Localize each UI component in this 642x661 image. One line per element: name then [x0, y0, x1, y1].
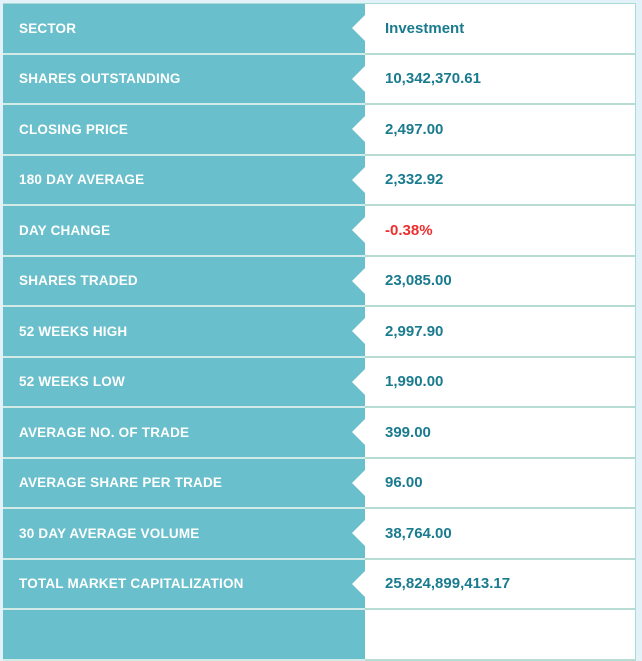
row-value-cell: 10,342,370.61: [365, 54, 635, 105]
row-value-cell: 399.00: [365, 408, 635, 459]
row-label-cell: 52 WEEKS HIGH: [3, 307, 365, 358]
arrow-left-icon: [352, 15, 365, 42]
stock-summary-table: SECTOR Investment SHARES OUTSTANDING 10,342…: [3, 3, 636, 661]
row-label: DAY CHANGE: [19, 222, 111, 238]
row-label: TOTAL MARKET CAPITALIZATION: [19, 576, 244, 592]
table-row: 30 DAY AVERAGE VOLUME 38,764.00: [3, 509, 635, 560]
row-value: 23,085.00: [385, 272, 452, 290]
arrow-left-icon: [352, 469, 365, 496]
arrow-left-icon: [352, 65, 365, 92]
row-label: SHARES TRADED: [19, 273, 138, 289]
arrow-left-icon: [352, 318, 365, 345]
row-label-cell: SECTOR: [3, 4, 365, 55]
row-value-cell: 2,997.90: [365, 307, 635, 358]
row-label: 52 WEEKS LOW: [19, 374, 125, 390]
row-label-cell: CLOSING PRICE: [3, 105, 365, 156]
arrow-left-icon: [352, 520, 365, 547]
row-label: 30 DAY AVERAGE VOLUME: [19, 525, 200, 541]
row-value-cell: 38,764.00: [365, 509, 635, 560]
row-value: 1,990.00: [385, 373, 444, 391]
row-label: SECTOR: [19, 20, 77, 36]
table-row: AVERAGE SHARE PER TRADE 96.00: [3, 458, 635, 509]
arrow-left-icon: [352, 166, 365, 193]
row-label: CLOSING PRICE: [19, 121, 129, 137]
table-row: CLOSING PRICE 2,497.00: [3, 105, 635, 156]
row-label-cell: DAY CHANGE: [3, 206, 365, 257]
arrow-left-icon: [352, 419, 365, 446]
row-value: -0.38%: [385, 221, 433, 239]
row-value-cell: 25,824,899,413.17: [365, 559, 635, 610]
arrow-left-icon: [352, 368, 365, 395]
arrow-left-icon: [352, 116, 365, 143]
table-row: 52 WEEKS LOW 1,990.00: [3, 357, 635, 408]
row-value-cell: [365, 610, 635, 661]
arrow-left-icon: [352, 267, 365, 294]
row-label-cell: 52 WEEKS LOW: [3, 357, 365, 408]
table-row: SHARES TRADED 23,085.00: [3, 256, 635, 307]
row-label-cell: SHARES TRADED: [3, 256, 365, 307]
page-background: { "table": { "rows": [ { "label": "SECTO…: [3, 3, 636, 661]
table-row: TOTAL MARKET CAPITALIZATION 25,824,899,41…: [3, 559, 635, 610]
table-row: AVERAGE NO. OF TRADE 399.00: [3, 408, 635, 459]
row-value-cell: Investment: [365, 4, 635, 55]
row-value-cell: 2,332.92: [365, 155, 635, 206]
arrow-left-icon: [352, 570, 365, 597]
table-row: SHARES OUTSTANDING 10,342,370.61: [3, 54, 635, 105]
row-label-cell: [3, 610, 365, 661]
row-label: 180 DAY AVERAGE: [19, 172, 145, 188]
row-value: 25,824,899,413.17: [385, 575, 511, 593]
row-label-cell: 30 DAY AVERAGE VOLUME: [3, 509, 365, 560]
row-value: 96.00: [385, 474, 423, 492]
table-row: 52 WEEKS HIGH 2,997.90: [3, 307, 635, 358]
row-value: 2,332.92: [385, 171, 444, 189]
row-label: AVERAGE SHARE PER TRADE: [19, 475, 223, 491]
table-row: 180 DAY AVERAGE 2,332.92: [3, 155, 635, 206]
row-label: SHARES OUTSTANDING: [19, 71, 181, 87]
row-label: AVERAGE NO. OF TRADE: [19, 424, 190, 440]
row-value-cell: 96.00: [365, 458, 635, 509]
arrow-left-icon: [352, 217, 365, 244]
row-value-cell: -0.38%: [365, 206, 635, 257]
row-value: 38,764.00: [385, 524, 452, 542]
row-label-cell: AVERAGE NO. OF TRADE: [3, 408, 365, 459]
table-row: DAY CHANGE -0.38%: [3, 206, 635, 257]
row-value: 2,497.00: [385, 120, 444, 138]
row-value-cell: 2,497.00: [365, 105, 635, 156]
row-value: 399.00: [385, 423, 431, 441]
row-label-cell: 180 DAY AVERAGE: [3, 155, 365, 206]
row-label-cell: TOTAL MARKET CAPITALIZATION: [3, 559, 365, 610]
row-value-cell: 1,990.00: [365, 357, 635, 408]
row-value: Investment: [385, 19, 465, 37]
row-value: 10,342,370.61: [385, 70, 481, 88]
row-label: 52 WEEKS HIGH: [19, 323, 128, 339]
row-label-cell: AVERAGE SHARE PER TRADE: [3, 458, 365, 509]
table-row: [3, 610, 635, 661]
row-value: 2,997.90: [385, 322, 444, 340]
table-row: SECTOR Investment: [3, 4, 635, 55]
row-label-cell: SHARES OUTSTANDING: [3, 54, 365, 105]
row-value-cell: 23,085.00: [365, 256, 635, 307]
